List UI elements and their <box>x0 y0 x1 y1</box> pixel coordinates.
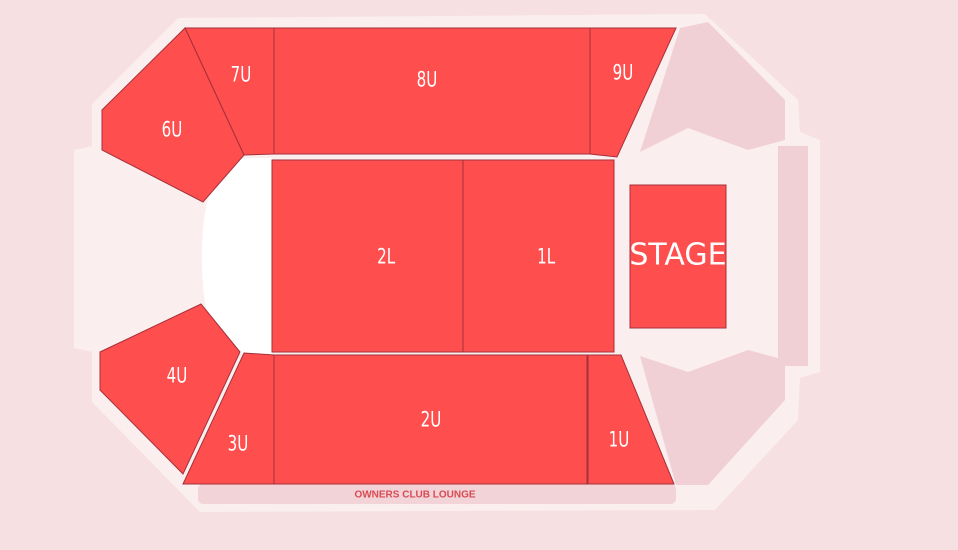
section-2U[interactable]: 2U <box>273 354 588 485</box>
section-6U-label: 6U <box>162 118 183 142</box>
section-1U[interactable]: 1U <box>587 354 675 485</box>
section-1U-label: 1U <box>609 428 630 452</box>
inactive-section-upper-right <box>640 22 785 152</box>
inactive-right-sections <box>640 22 808 485</box>
section-1L-label: 1L <box>537 245 556 269</box>
section-9U-label: 9U <box>613 61 634 85</box>
section-3U[interactable]: 3U <box>182 352 275 485</box>
inactive-section-far-right <box>778 146 808 366</box>
section-8U-label: 8U <box>417 68 438 92</box>
section-8U[interactable]: 8U <box>273 27 591 155</box>
section-7U-label: 7U <box>231 63 252 87</box>
section-7U[interactable]: 7U <box>184 27 275 156</box>
section-4U-label: 4U <box>167 364 188 388</box>
section-2L-label: 2L <box>377 245 396 269</box>
owners-club-lounge-label: OWNERS CLUB LOUNGE <box>354 490 475 501</box>
section-3U-label: 3U <box>228 432 249 456</box>
stage[interactable]: STAGE <box>629 184 727 329</box>
section-1L[interactable]: 1L <box>462 159 615 353</box>
inactive-section-lower-right <box>640 350 785 485</box>
owners-club-lounge <box>198 484 676 504</box>
section-2L[interactable]: 2L <box>271 159 464 353</box>
section-6U[interactable]: 6U <box>101 27 245 203</box>
arena-floor <box>202 158 272 354</box>
section-2U-label: 2U <box>421 408 442 432</box>
section-9U[interactable]: 9U <box>589 27 677 158</box>
section-4U[interactable]: 4U <box>99 303 241 475</box>
stage-label: STAGE <box>629 238 726 273</box>
